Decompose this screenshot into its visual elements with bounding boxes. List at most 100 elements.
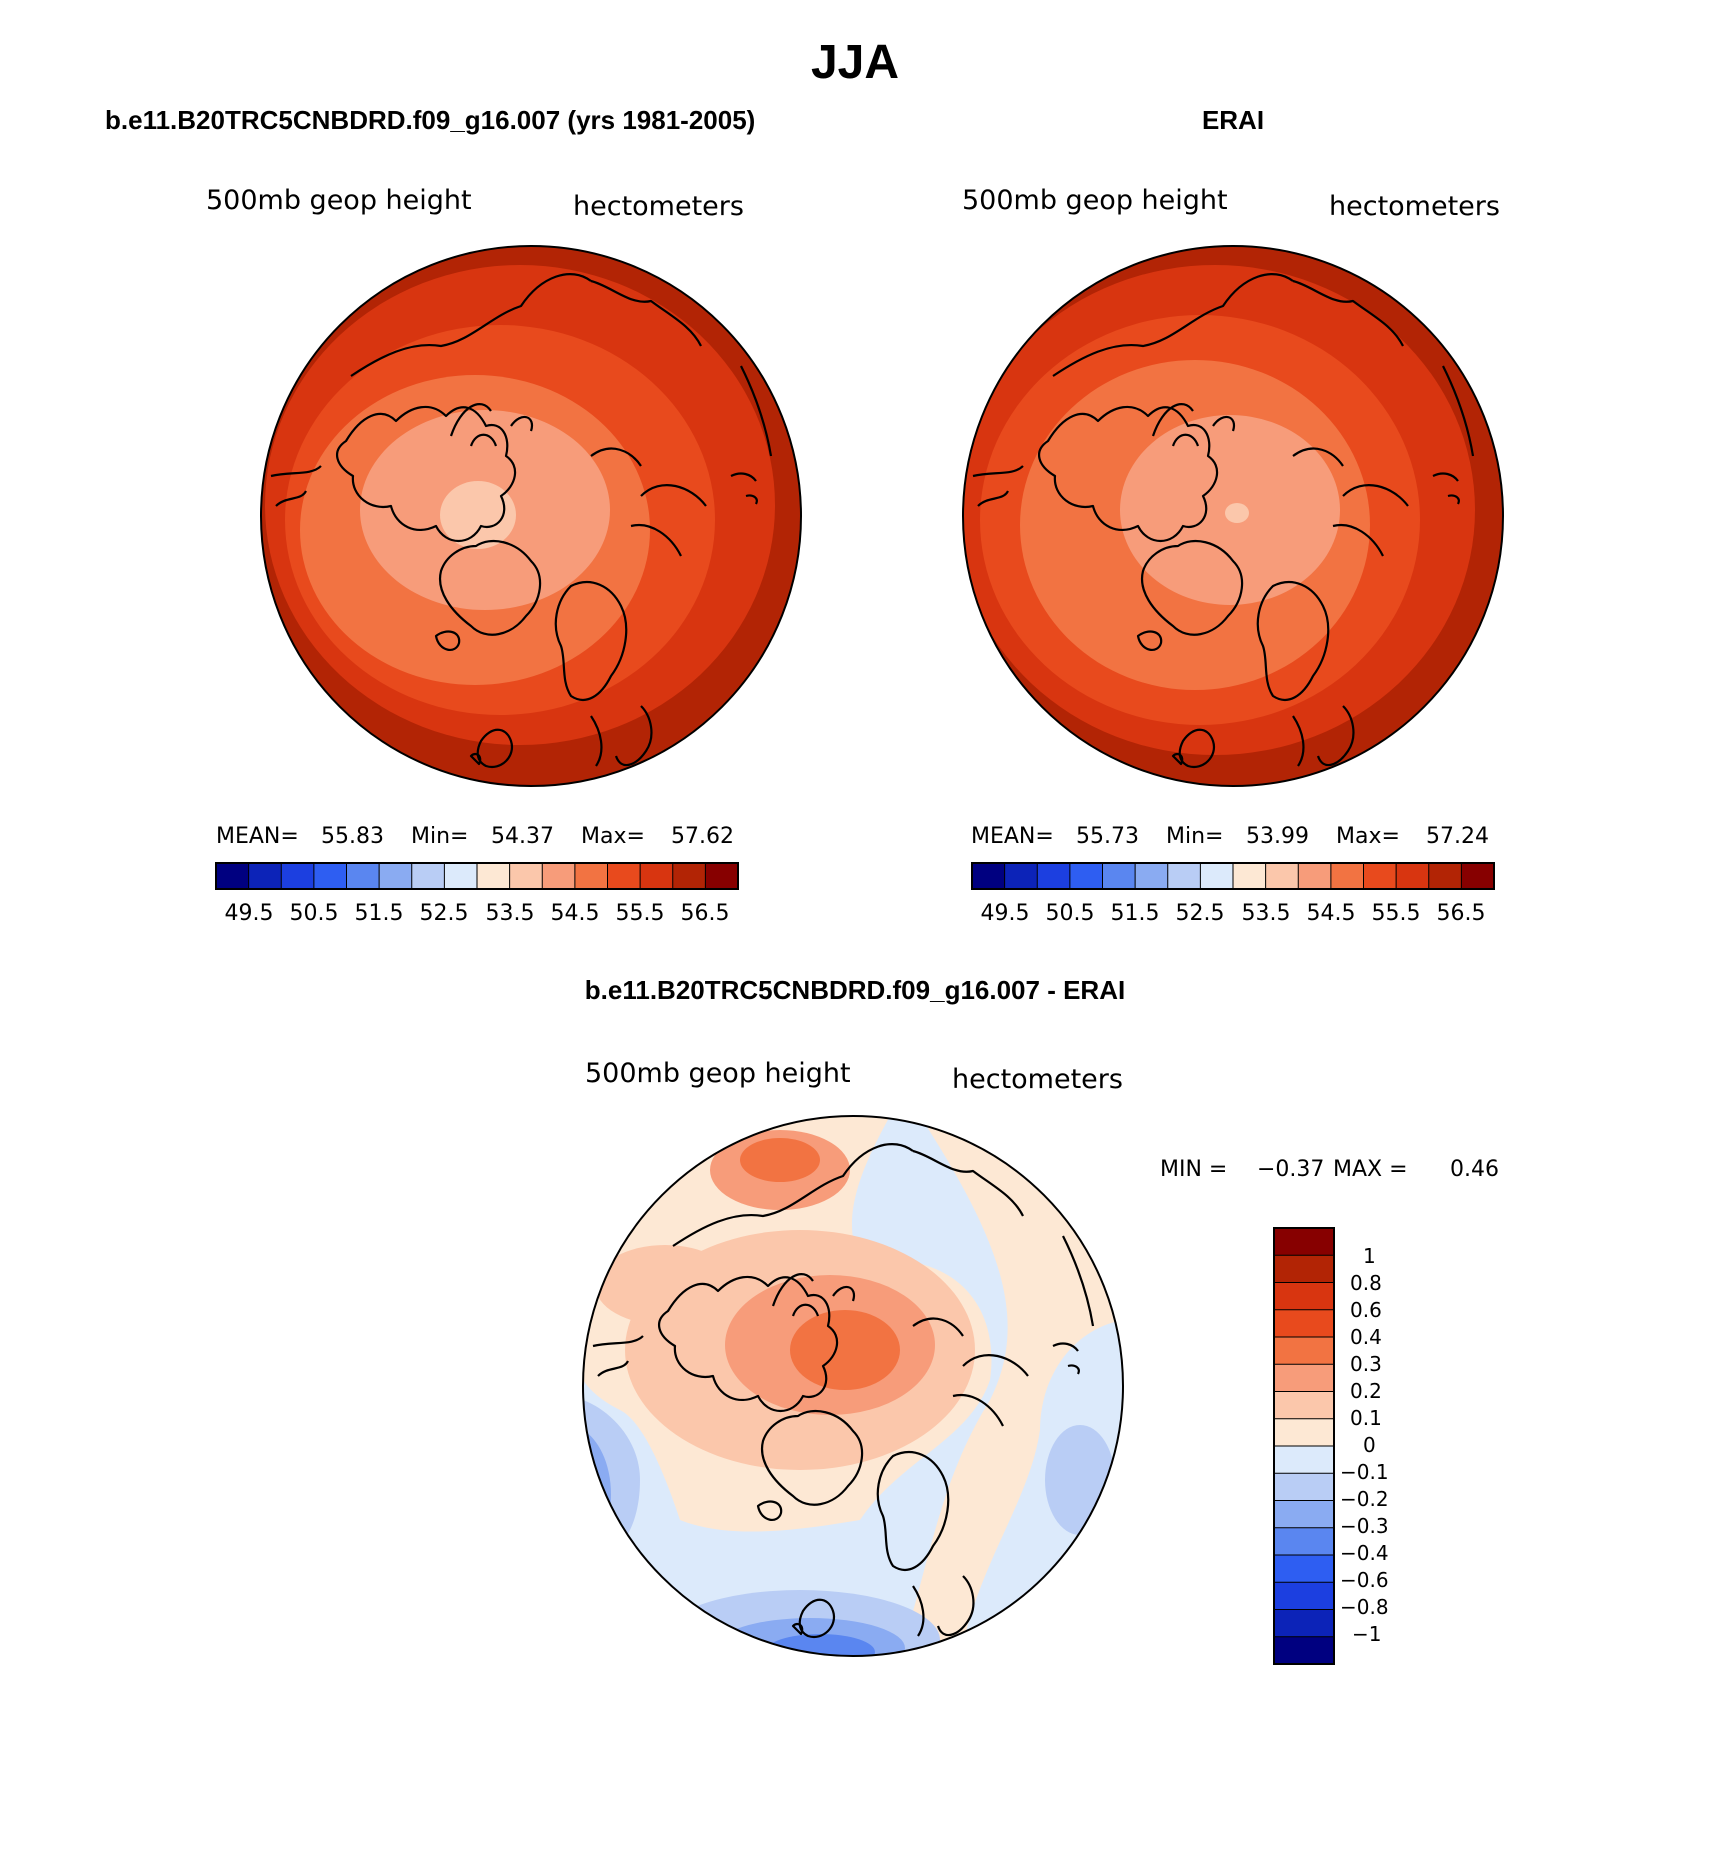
panel-difference-level-label: 0.2 — [1350, 1379, 1382, 1403]
panel-model-colorbar-swatch — [313, 862, 348, 890]
panel-model-colorbar-labels: 49.5 50.5 51.5 52.5 53.5 54.5 55.5 56.5 — [225, 901, 730, 926]
panel-difference-colorbar-swatch — [1273, 1227, 1335, 1257]
panel-model-subtitle: b.e11.B20TRC5CNBDRD.f09_g16.007 (yrs 198… — [105, 105, 755, 135]
panel-model-colorbar-swatch — [509, 862, 544, 890]
panel-erai-min-label: Min= — [1166, 824, 1223, 849]
panel-model-colorbar-swatch — [248, 862, 283, 890]
panel-model-units-label: hectometers — [573, 191, 744, 222]
panel-difference-level-label: −0.3 — [1340, 1514, 1389, 1538]
panel-model-min-label: Min= — [411, 824, 468, 849]
panel-difference-colorbar-swatch — [1273, 1636, 1335, 1665]
panel-model-colorbar-swatch — [346, 862, 380, 890]
panel-erai-map — [963, 246, 1503, 786]
panel-erai: ERAI 500mb geop height hectometers MEAN=… — [962, 105, 1504, 926]
panel-erai-colorbar-swatch — [1428, 862, 1463, 890]
panel-erai-mean-value: 55.73 — [1076, 824, 1139, 849]
panel-difference-level-label: −1 — [1352, 1622, 1381, 1646]
panel-erai-level-label: 52.5 — [1176, 901, 1225, 926]
figure-title: JJA — [811, 36, 899, 89]
panel-difference-colorbar-swatch — [1273, 1527, 1335, 1556]
panel-difference-colorbar-border — [1273, 1227, 1335, 1665]
panel-difference-max-label: MAX = — [1333, 1157, 1408, 1182]
panel-erai-level-label: 56.5 — [1437, 901, 1486, 926]
panel-erai-colorbar-swatch — [1102, 862, 1136, 890]
panel-erai-level-label: 55.5 — [1372, 901, 1421, 926]
panel-erai-level-label: 51.5 — [1111, 901, 1160, 926]
panel-model-level-label: 50.5 — [290, 901, 339, 926]
panel-erai-map-border — [962, 245, 1504, 787]
panel-erai-colorbar-swatch — [1297, 862, 1332, 890]
panel-difference-min-label: MIN = — [1160, 1157, 1227, 1182]
panel-difference-level-label: −0.4 — [1340, 1541, 1389, 1565]
panel-difference-level-label: 1 — [1363, 1244, 1376, 1268]
panel-difference-colorbar-swatch — [1273, 1500, 1335, 1529]
panel-erai-level-label: 53.5 — [1242, 901, 1291, 926]
panel-erai-level-label: 54.5 — [1307, 901, 1356, 926]
panel-erai-colorbar-swatch — [1134, 862, 1169, 890]
panel-erai-mean-label: MEAN= — [971, 824, 1054, 849]
panel-erai-colorbar-swatch — [1232, 862, 1267, 890]
panel-model-colorbar-swatch — [215, 862, 250, 890]
panel-model-level-label: 52.5 — [420, 901, 469, 926]
panel-erai-colorbar-swatch — [1004, 862, 1039, 890]
panel-difference-colorbar-swatch — [1273, 1391, 1335, 1420]
panel-erai-colorbar-border — [971, 862, 1495, 890]
panel-model-colorbar-swatch — [704, 862, 739, 890]
panel-erai-colorbar-swatch — [1069, 862, 1104, 890]
panel-difference-map — [583, 1116, 1123, 1656]
panel-model-colorbar-swatch — [411, 862, 446, 890]
panel-model-colorbar-swatch — [607, 862, 641, 890]
panel-model-map — [261, 246, 801, 786]
panel-model-field-label: 500mb geop height — [206, 185, 472, 216]
panel-difference-level-label: 0 — [1363, 1433, 1376, 1457]
panel-difference-level-label: −0.2 — [1340, 1487, 1389, 1511]
panel-model-colorbar-swatch — [672, 862, 707, 890]
panel-model-colorbar-swatch — [541, 862, 576, 890]
panel-model-min-value: 54.37 — [491, 824, 554, 849]
panel-model-colorbar-border — [215, 862, 739, 890]
panel-model-level-label: 49.5 — [225, 901, 274, 926]
panel-model-level-label: 55.5 — [616, 901, 665, 926]
panel-difference-colorbar-swatch — [1273, 1336, 1335, 1366]
panel-difference-colorbar-swatch — [1273, 1472, 1335, 1502]
panel-difference-max-value: 0.46 — [1450, 1157, 1499, 1182]
panel-difference-colorbar-swatch — [1273, 1363, 1335, 1393]
panel-erai-colorbar-swatch — [1363, 862, 1397, 890]
panel-erai-field-label: 500mb geop height — [962, 185, 1228, 216]
panel-difference-colorbar-swatch — [1273, 1554, 1335, 1584]
panel-difference-min-value: −0.37 — [1257, 1157, 1324, 1182]
panel-erai-max-value: 57.24 — [1426, 824, 1489, 849]
panel-difference-level-label: 0.1 — [1350, 1406, 1382, 1430]
panel-difference-colorbar-swatch — [1273, 1282, 1335, 1311]
panel-erai-level-label: 50.5 — [1046, 901, 1095, 926]
panel-difference-level-label: −0.6 — [1340, 1568, 1389, 1592]
panel-difference-colorbar-swatch — [1273, 1254, 1335, 1284]
panel-erai-colorbar-swatch — [1460, 862, 1495, 890]
panel-difference: b.e11.B20TRC5CNBDRD.f09_g16.007 - ERAI 5… — [582, 975, 1499, 1665]
panel-difference-colorbar-swatch — [1273, 1418, 1335, 1447]
panel-erai-colorbar-swatch — [1395, 862, 1430, 890]
panel-erai-colorbar-swatch — [1265, 862, 1300, 890]
panel-difference-field-label: 500mb geop height — [585, 1058, 851, 1089]
panel-model-level-label: 53.5 — [486, 901, 535, 926]
panel-model-colorbar — [215, 862, 739, 890]
panel-erai-colorbar-swatch — [1167, 862, 1202, 890]
panel-model-colorbar-swatch — [443, 862, 478, 890]
panel-difference-level-label: 0.8 — [1350, 1271, 1382, 1295]
panel-difference-level-label: 0.4 — [1350, 1325, 1382, 1349]
panel-difference-colorbar-swatch — [1273, 1581, 1335, 1611]
panel-difference-level-label: 0.6 — [1350, 1298, 1382, 1322]
panel-erai-max-label: Max= — [1336, 824, 1400, 849]
panel-erai-colorbar-labels: 49.5 50.5 51.5 52.5 53.5 54.5 55.5 56.5 — [981, 901, 1486, 926]
panel-model-colorbar-swatch — [378, 862, 413, 890]
panel-model: b.e11.B20TRC5CNBDRD.f09_g16.007 (yrs 198… — [105, 105, 802, 926]
panel-model-map-border — [260, 245, 802, 787]
panel-model-level-label: 51.5 — [355, 901, 404, 926]
panel-erai-level-label: 49.5 — [981, 901, 1030, 926]
panel-erai-colorbar-swatch — [1036, 862, 1071, 890]
panel-difference-level-label: 0.3 — [1350, 1352, 1382, 1376]
panel-erai-min-value: 53.99 — [1246, 824, 1309, 849]
panel-erai-colorbar — [971, 862, 1495, 890]
panel-difference-colorbar-swatch — [1273, 1609, 1335, 1638]
